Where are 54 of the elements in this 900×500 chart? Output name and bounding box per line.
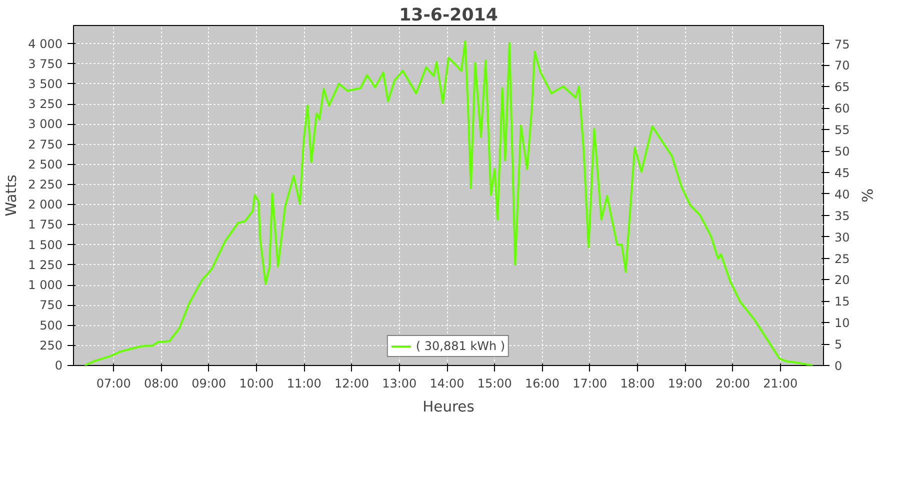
y-tick-label: 1 250	[28, 258, 63, 272]
y2-tick-label: 55	[834, 123, 850, 138]
y2-tick-label: 10	[834, 316, 850, 330]
y-axis-title: Watts	[3, 174, 20, 216]
y2-tick-label: 60	[834, 102, 850, 116]
x-tick-label: 08:00	[144, 376, 179, 390]
y-tick-label: 1 000	[28, 278, 63, 292]
x-tick-label: 21:00	[763, 376, 798, 390]
y2-tick-label: 30	[834, 230, 850, 244]
y-tick-label: 0	[54, 358, 63, 372]
x-tick-label: 09:00	[192, 376, 226, 390]
y2-tick-label: 40	[834, 187, 850, 202]
y2-tick-label: 0	[834, 359, 842, 373]
x-tick-label: 18:00	[620, 376, 655, 390]
x-tick-label: 15:00	[477, 376, 512, 390]
x-tick-label: 13:00	[382, 376, 417, 390]
line-series	[84, 40, 814, 366]
y-tick-label: 3 000	[28, 117, 63, 132]
y-tick-label: 2 750	[28, 137, 63, 152]
y-tick-label: 500	[40, 318, 62, 332]
x-axis-title: Heures	[422, 398, 474, 416]
x-tick-label: 12:00	[334, 376, 370, 390]
chart-title: 13-6-2014	[399, 6, 498, 26]
y-tick-label: 4 000	[28, 36, 63, 51]
y2-tick-label: 70	[834, 58, 850, 73]
y2-axis-title: %	[858, 188, 875, 203]
y-tick-label: 1 750	[28, 218, 63, 232]
y2-tick-label: 20	[834, 273, 850, 288]
x-tick-label: 17:00	[572, 376, 608, 390]
y2-tick-label: 25	[834, 252, 850, 266]
y2-tick-label: 65	[834, 80, 850, 94]
legend-label: ( 30,881 kWh )	[416, 339, 506, 353]
y2-tick-label: 75	[834, 37, 850, 52]
y2-tick-label: 35	[834, 208, 850, 223]
x-tick-label: 10:00	[239, 376, 274, 390]
y-tick-label: 3 250	[28, 97, 63, 112]
y-tick-label: 2 250	[28, 178, 63, 192]
y-tick-label: 2 000	[28, 198, 63, 212]
y2-tick-label: 45	[834, 166, 850, 180]
y-tick-label: 3 500	[28, 76, 63, 91]
y-tick-label: 3 750	[28, 56, 63, 71]
y2-tick-label: 5	[834, 338, 842, 352]
x-tick-label: 07:00	[96, 376, 131, 390]
x-tick-label: 16:00	[524, 376, 560, 390]
y-tick-label: 750	[40, 298, 62, 312]
x-tick-label: 19:00	[668, 376, 702, 390]
y2-tick-label: 50	[834, 144, 850, 159]
y2-tick-label: 15	[834, 294, 850, 309]
y-tick-label: 250	[40, 338, 62, 352]
y-tick-label: 1 500	[28, 238, 63, 252]
x-tick-label: 11:00	[286, 376, 322, 390]
x-tick-label: 20:00	[715, 376, 750, 390]
x-tick-label: 14:00	[430, 376, 464, 390]
y-tick-label: 2 500	[28, 157, 63, 172]
